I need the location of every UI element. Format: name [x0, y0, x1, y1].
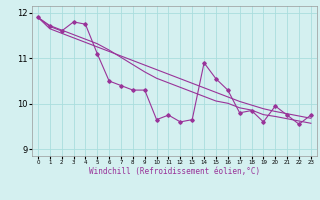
X-axis label: Windchill (Refroidissement éolien,°C): Windchill (Refroidissement éolien,°C): [89, 167, 260, 176]
